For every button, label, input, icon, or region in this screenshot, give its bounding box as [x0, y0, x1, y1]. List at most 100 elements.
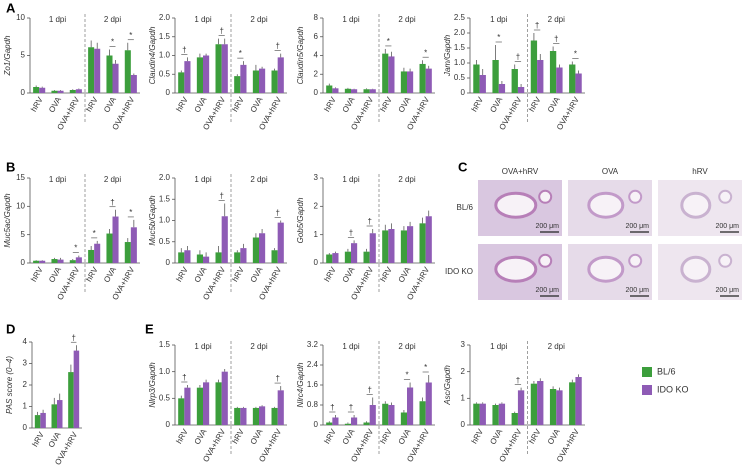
group-label: 2 dpi: [398, 342, 416, 351]
sig-marker: †: [182, 45, 186, 54]
y-tick-label: 15: [16, 173, 25, 182]
bar: [517, 87, 525, 93]
sig-marker: †: [535, 21, 539, 30]
bar: [69, 90, 76, 93]
bar: [196, 254, 203, 263]
bar: [530, 383, 538, 425]
bar: [363, 422, 370, 425]
bar: [215, 382, 222, 425]
y-tick-label: 6: [314, 32, 319, 41]
x-tick-label: hRV: [30, 430, 46, 448]
legend-swatch: [642, 385, 652, 395]
y-tick-label: 1.5: [159, 194, 171, 203]
bar: [203, 256, 210, 263]
bar: [575, 73, 582, 93]
scale-label: 200 μm: [716, 223, 740, 230]
panel-label: A: [6, 0, 16, 15]
y-tick-label: 5: [21, 51, 26, 60]
bar: [326, 85, 333, 93]
bar: [419, 63, 426, 93]
x-tick-label: OVA: [249, 265, 265, 284]
sig-marker: †: [275, 374, 279, 383]
y-axis-label: Zo1/Gapdh: [3, 35, 12, 77]
group-label: 1 dpi: [49, 175, 67, 184]
bar: [259, 406, 266, 425]
sig-marker: †: [367, 217, 371, 226]
sig-marker: *: [74, 244, 77, 253]
bar: [277, 222, 284, 263]
y-tick-label: 0.5: [454, 73, 466, 82]
group-label: 1 dpi: [194, 342, 212, 351]
bar: [369, 233, 376, 263]
group-label: 1 dpi: [342, 15, 360, 24]
x-tick-label: OVA: [193, 427, 209, 446]
sig-marker: †: [349, 403, 353, 412]
bar: [382, 53, 389, 93]
y-tick-label: 1: [23, 402, 28, 411]
sig-marker: *: [424, 363, 427, 372]
airway: [680, 191, 712, 219]
bar: [221, 44, 228, 93]
bar: [196, 387, 203, 425]
sig-marker: *: [405, 371, 408, 380]
x-tick-label: hRV: [322, 265, 338, 283]
x-tick-label: hRV: [174, 427, 190, 445]
panel-label: D: [6, 321, 15, 336]
bar: [68, 372, 74, 428]
bar: [184, 387, 191, 425]
bar: [425, 216, 432, 263]
y-tick-label: 8: [314, 13, 319, 22]
legend-label: IDO KO: [657, 384, 689, 394]
bar: [112, 63, 119, 93]
legend-swatch: [642, 367, 652, 377]
bar: [479, 403, 486, 425]
bar: [326, 254, 333, 263]
x-tick-label: hRV: [29, 265, 45, 283]
bar: [407, 71, 414, 93]
group-label: 2 dpi: [104, 175, 122, 184]
bar: [419, 401, 426, 425]
y-tick-label: 2.0: [159, 13, 171, 22]
y-tick-label: 0: [166, 88, 171, 97]
bar: [259, 233, 266, 263]
bar: [88, 249, 95, 263]
sig-marker: *: [239, 49, 242, 58]
y-tick-label: 2: [23, 380, 28, 389]
sig-marker: †: [367, 386, 371, 395]
bar: [382, 403, 389, 425]
vessel: [628, 189, 643, 204]
y-axis-label: Jam/Gapdh: [443, 34, 452, 77]
bar: [277, 57, 284, 93]
bar: [369, 89, 376, 93]
bar: [203, 55, 210, 93]
group-label: 2 dpi: [398, 175, 416, 184]
bar: [425, 382, 432, 425]
y-tick-label: 0.8: [307, 400, 319, 409]
bar: [400, 230, 407, 263]
x-tick-label: OVA: [546, 95, 562, 114]
bar: [75, 89, 82, 93]
vessel: [718, 253, 733, 268]
vessel: [628, 253, 643, 268]
bar: [88, 47, 95, 93]
x-tick-label: hRV: [174, 265, 190, 283]
bar: [388, 405, 395, 425]
x-tick-label: OVA: [47, 265, 63, 284]
y-tick-label: 0: [461, 420, 466, 429]
vessel: [538, 253, 553, 268]
bar: [215, 252, 222, 263]
bar: [498, 84, 506, 93]
x-tick-label: OVA: [546, 427, 562, 446]
bar: [344, 251, 351, 263]
airway: [587, 191, 625, 219]
bar: [492, 405, 499, 425]
y-tick-label: 0: [166, 420, 171, 429]
bar: [234, 252, 241, 263]
bar: [57, 400, 63, 428]
x-tick-label: hRV: [378, 265, 394, 283]
column-label: OVA: [602, 167, 619, 176]
y-tick-label: 1.0: [159, 216, 171, 225]
bar: [549, 389, 557, 425]
y-tick-label: 2.0: [159, 173, 171, 182]
bar: [388, 56, 395, 93]
